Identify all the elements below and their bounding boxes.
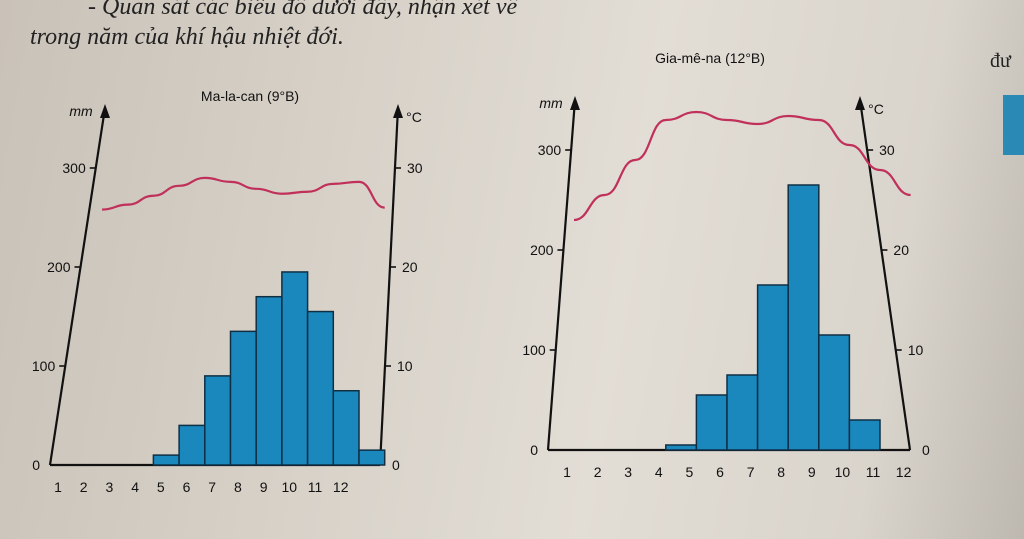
left-axis-giamena [546, 99, 577, 451]
temp-tick-label-malacan: 0 [392, 457, 400, 473]
month-label-giamena: 11 [866, 464, 881, 480]
rain-bar-malacan [332, 390, 360, 466]
month-label-giamena: 7 [747, 464, 755, 480]
left-axis-malacan [48, 107, 107, 466]
rain-bar-malacan [358, 449, 386, 466]
rain-tick-label-giamena: 200 [530, 242, 554, 258]
rain-bar-malacan [229, 330, 257, 466]
temp-tick-label-giamena: 30 [879, 142, 895, 158]
month-label-malacan: 11 [308, 479, 323, 495]
left-axis-arrow-giamena [570, 96, 580, 110]
temp-tick-label-giamena: 20 [893, 242, 909, 258]
rain-bar-giamena [787, 184, 820, 451]
month-label-malacan: 1 [54, 479, 62, 495]
rain-tick-label-malacan: 200 [47, 259, 71, 275]
rain-bar-malacan [152, 454, 180, 466]
side-text: đư [990, 50, 1011, 72]
month-label-malacan: 9 [260, 479, 268, 495]
rain-bar-giamena [756, 284, 789, 451]
rain-tick-label-malacan: 100 [32, 358, 56, 374]
right-axis-giamena [858, 99, 912, 451]
month-label-giamena: 10 [835, 464, 851, 480]
month-label-giamena: 2 [594, 464, 602, 480]
rain-bar-malacan [281, 271, 309, 466]
month-label-malacan: 7 [208, 479, 216, 495]
month-label-malacan: 8 [234, 479, 242, 495]
rain-tick-label-malacan: 300 [62, 160, 86, 176]
month-label-giamena: 5 [686, 464, 694, 480]
month-label-malacan: 2 [80, 479, 88, 495]
rain-bar-malacan [204, 375, 232, 466]
chart-title-giamena: Gia-mê-na (12°B) [655, 50, 765, 66]
month-label-giamena: 9 [808, 464, 816, 480]
right-axis-malacan [378, 107, 400, 466]
temp-tick-label-malacan: 20 [402, 259, 418, 275]
rain-bar-giamena [726, 374, 759, 451]
left-axis-arrow-malacan [100, 104, 110, 118]
rain-tick-label-malacan: 0 [32, 457, 40, 473]
rain-bar-giamena [818, 334, 851, 451]
month-label-malacan: 6 [183, 479, 191, 495]
rain-tick-label-giamena: 100 [522, 342, 546, 358]
instruction-line-2: trong năm của khí hậu nhiệt đới. [30, 24, 344, 50]
month-label-malacan: 5 [157, 479, 165, 495]
temp-tick-label-giamena: 10 [908, 342, 924, 358]
temp-tick-label-malacan: 10 [397, 358, 413, 374]
chart-title-malacan: Ma-la-can (9°B) [201, 88, 299, 104]
temperature-line-malacan [101, 176, 385, 211]
month-label-giamena: 12 [896, 464, 912, 480]
left-unit-giamena: mm [539, 95, 563, 111]
side-color-strip [1003, 95, 1024, 155]
rain-bar-giamena [848, 419, 881, 451]
temperature-line-giamena [573, 110, 911, 222]
rain-bar-malacan [306, 310, 335, 466]
month-label-giamena: 6 [716, 464, 724, 480]
month-label-malacan: 4 [131, 479, 139, 495]
right-axis-arrow-giamena [855, 96, 865, 110]
left-unit-malacan: mm [69, 103, 93, 119]
right-unit-giamena: °C [868, 101, 884, 117]
rain-bar-giamena [695, 394, 728, 451]
rain-bar-malacan [178, 424, 206, 466]
month-label-giamena: 4 [655, 464, 663, 480]
right-unit-malacan: °C [406, 109, 422, 125]
month-label-malacan: 12 [333, 479, 349, 495]
instruction-line-1: - Quan sát các biểu đồ dưới đây, nhận xé… [88, 0, 518, 20]
right-axis-arrow-malacan [393, 104, 403, 118]
month-label-giamena: 8 [777, 464, 785, 480]
rain-tick-label-giamena: 300 [538, 142, 562, 158]
rain-bar-malacan [255, 295, 283, 466]
month-label-giamena: 1 [563, 464, 571, 480]
month-label-malacan: 10 [282, 479, 298, 495]
rain-bar-giamena [665, 444, 698, 451]
month-label-malacan: 3 [106, 479, 114, 495]
month-label-giamena: 3 [624, 464, 632, 480]
rain-tick-label-giamena: 0 [530, 442, 538, 458]
temp-tick-label-giamena: 0 [922, 442, 930, 458]
temp-tick-label-malacan: 30 [407, 160, 423, 176]
